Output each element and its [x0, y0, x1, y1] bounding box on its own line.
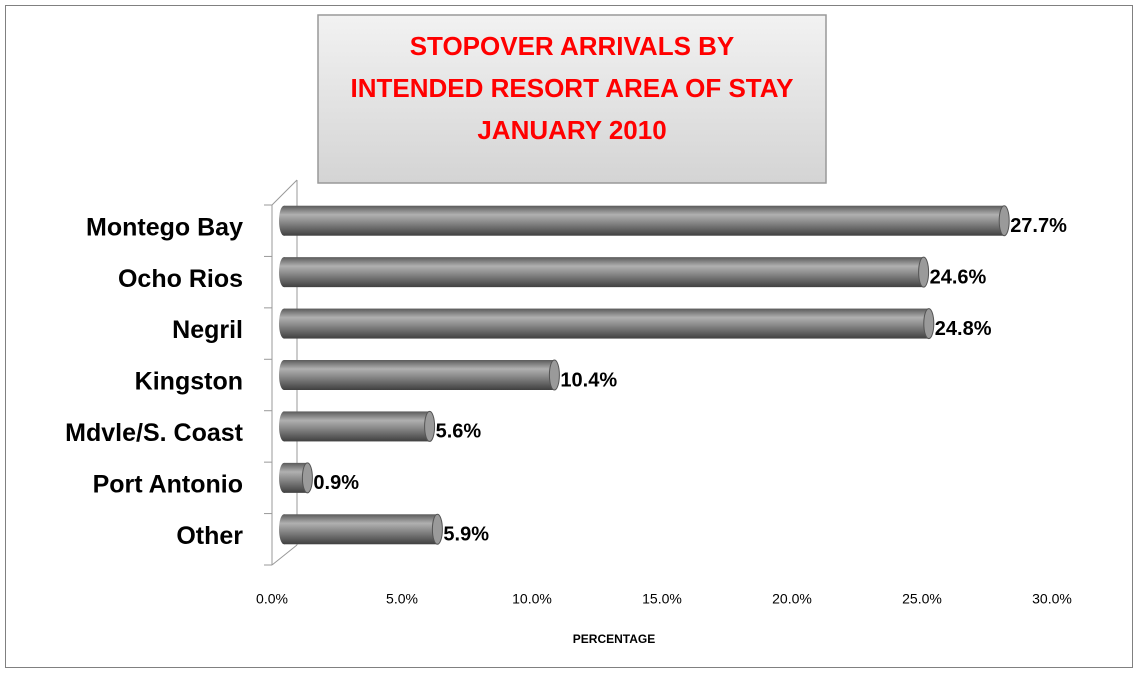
title-box: [317, 14, 827, 184]
bar: [279, 359, 560, 391]
y-tick-label: Port Antonio: [93, 470, 243, 498]
x-axis-label: PERCENTAGE: [573, 632, 655, 646]
bar: [279, 256, 930, 288]
value-label: 0.9%: [313, 472, 359, 494]
bar: [279, 410, 436, 442]
y-tick-label: Kingston: [135, 368, 243, 396]
value-label: 27.7%: [1010, 215, 1067, 237]
bar: [279, 308, 935, 340]
value-label: 10.4%: [560, 369, 617, 391]
bar: [279, 462, 313, 494]
x-tick-label: 30.0%: [1032, 591, 1072, 607]
bar: [279, 513, 443, 545]
chart-title: STOPOVER ARRIVALS BY: [410, 31, 735, 61]
value-label: 24.8%: [935, 318, 992, 340]
y-tick-label: Negril: [172, 316, 243, 344]
x-tick-label: 5.0%: [386, 591, 418, 607]
y-tick-label: Mdvle/S. Coast: [65, 419, 243, 447]
chart-title: INTENDED RESORT AREA OF STAY: [350, 73, 793, 103]
x-tick-label: 0.0%: [256, 591, 288, 607]
value-label: 5.6%: [436, 421, 482, 443]
x-tick-label: 10.0%: [512, 591, 552, 607]
value-label: 24.6%: [930, 266, 987, 288]
y-tick-label: Other: [176, 522, 243, 550]
y-tick-label: Ocho Rios: [118, 265, 243, 293]
x-tick-label: 15.0%: [642, 591, 682, 607]
chart-title: JANUARY 2010: [477, 115, 666, 145]
value-label: 5.9%: [443, 524, 489, 546]
bar: [279, 205, 1010, 237]
x-tick-label: 25.0%: [902, 591, 942, 607]
x-tick-label: 20.0%: [772, 591, 812, 607]
y-tick-label: Montego Bay: [86, 213, 243, 241]
